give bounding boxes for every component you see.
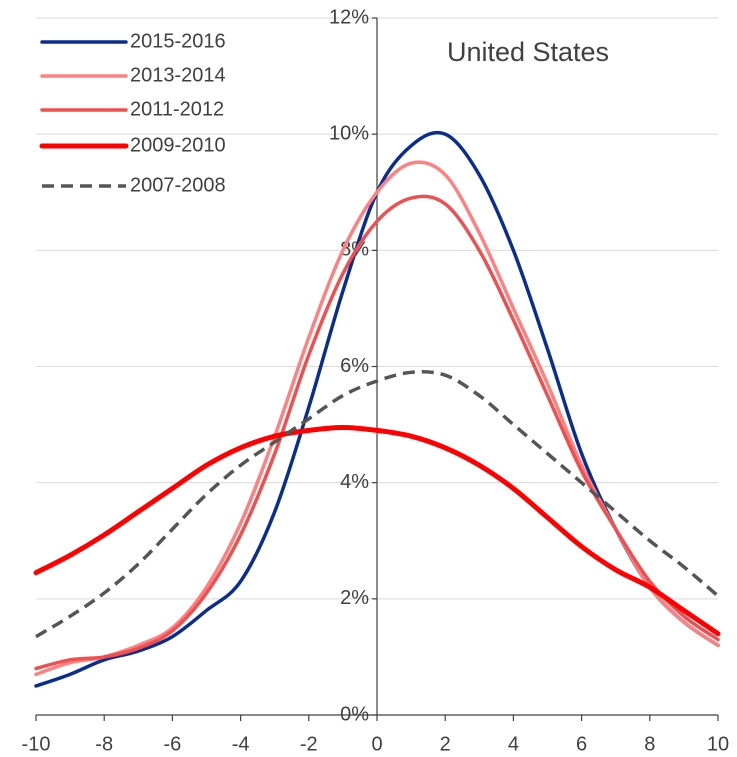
x-tick-label: -4 bbox=[232, 733, 250, 755]
x-tick-label: 6 bbox=[576, 733, 587, 755]
legend-label: 2011-2012 bbox=[130, 98, 224, 120]
annotation: United States bbox=[447, 37, 609, 67]
x-tick-label: -2 bbox=[300, 733, 318, 755]
legend-label: 2007-2008 bbox=[130, 174, 226, 196]
series-line bbox=[33, 424, 721, 637]
legend-label: 2013-2014 bbox=[130, 64, 226, 86]
legend-label: 2009-2010 bbox=[130, 134, 226, 156]
x-tick-label: 10 bbox=[707, 733, 729, 755]
legend-label: 2015-2016 bbox=[130, 30, 226, 52]
x-tick-label: 2 bbox=[440, 733, 451, 755]
x-tick-label: 0 bbox=[371, 733, 382, 755]
series-line bbox=[34, 194, 720, 671]
y-tick-label: 0% bbox=[340, 703, 369, 725]
y-tick-label: 12% bbox=[329, 6, 369, 28]
x-tick-label: -6 bbox=[164, 733, 182, 755]
x-tick-label: -10 bbox=[22, 733, 51, 755]
x-tick-label: -8 bbox=[95, 733, 113, 755]
y-tick-label: 10% bbox=[329, 122, 369, 144]
y-tick-label: 2% bbox=[340, 587, 369, 609]
x-tick-label: 4 bbox=[508, 733, 519, 755]
y-tick-label: 6% bbox=[340, 355, 369, 377]
series-line bbox=[35, 370, 720, 639]
y-tick-label: 4% bbox=[340, 471, 369, 493]
x-tick-label: 8 bbox=[644, 733, 655, 755]
